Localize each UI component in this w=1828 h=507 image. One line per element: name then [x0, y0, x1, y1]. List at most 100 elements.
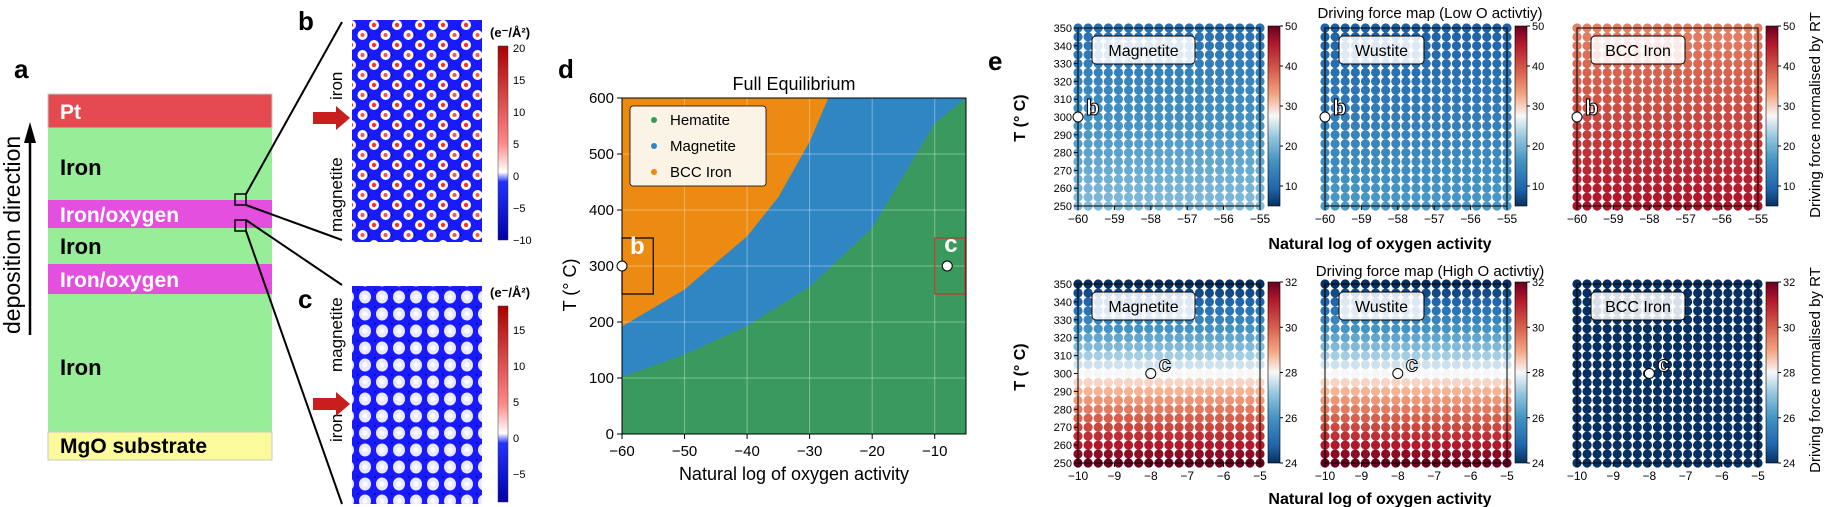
heat-point	[1360, 130, 1371, 140]
heat-point	[1662, 449, 1673, 459]
heat-point	[1144, 440, 1154, 450]
heat-point	[1235, 76, 1245, 86]
heat-point	[1184, 342, 1194, 352]
y-tick-label: 250	[1054, 201, 1072, 213]
heat-point	[1461, 139, 1472, 149]
heat-point	[1245, 449, 1255, 459]
heat-point	[1472, 76, 1482, 86]
heat-point	[1144, 130, 1154, 140]
heat-point	[1441, 174, 1451, 184]
heat-point	[1144, 165, 1154, 175]
heat-point	[1381, 121, 1391, 131]
heat-point	[1592, 94, 1602, 104]
heat-point	[1401, 85, 1411, 95]
marker-label: c	[1657, 352, 1669, 377]
heat-point	[1472, 94, 1482, 104]
heat-point	[1713, 192, 1723, 202]
heat-point	[1370, 130, 1381, 140]
heat-point	[1214, 76, 1225, 86]
heat-point	[1174, 85, 1184, 95]
heat-point	[1612, 156, 1622, 167]
heat-point	[1401, 112, 1411, 122]
heat-point	[1235, 121, 1245, 131]
heat-point	[1123, 386, 1134, 396]
x-tick-label: −5	[1751, 469, 1765, 483]
heat-point	[1652, 130, 1663, 140]
heat-point	[1391, 121, 1401, 131]
heat-point	[1582, 76, 1592, 86]
heat-point	[1652, 395, 1663, 405]
heat-point	[1672, 449, 1683, 459]
heat-point	[1431, 94, 1441, 104]
heat-point	[1204, 297, 1215, 307]
heat-point	[1602, 121, 1612, 131]
stem-image-c	[352, 286, 482, 504]
heat-point	[1441, 288, 1451, 298]
heat-point	[1370, 386, 1381, 396]
heat-point	[1194, 413, 1204, 423]
zoom-line-c-top	[245, 219, 343, 286]
heat-point	[1134, 112, 1144, 122]
heat-point	[1225, 76, 1235, 86]
heat-point	[1652, 183, 1663, 193]
heat-point	[1194, 148, 1204, 158]
heat-point	[1582, 85, 1592, 95]
heat-point	[1743, 165, 1753, 175]
heat-point	[1713, 85, 1723, 95]
heat-point	[1451, 386, 1462, 396]
phase-label: BCC Iron	[1605, 43, 1671, 60]
heat-point	[1184, 165, 1194, 175]
heat-point	[1164, 342, 1174, 352]
heat-point	[1482, 32, 1492, 42]
heat-point	[1401, 395, 1411, 405]
heat-point	[1225, 368, 1235, 379]
heat-point	[1431, 76, 1441, 86]
heat-point	[1582, 192, 1592, 202]
legend-frame	[629, 105, 767, 187]
heat-point	[1093, 183, 1103, 193]
heat-point	[1401, 324, 1411, 334]
heat-point	[1360, 342, 1371, 352]
heat-point	[1245, 288, 1255, 298]
heat-point	[1652, 413, 1663, 423]
heat-point	[1350, 422, 1360, 432]
heat-point	[1592, 156, 1602, 167]
heat-point	[1245, 121, 1255, 131]
heat-point	[1204, 85, 1215, 95]
heat-point	[1441, 413, 1451, 423]
marker-label: b	[1585, 95, 1598, 120]
heat-point	[1733, 351, 1743, 361]
heat-point	[1451, 440, 1462, 450]
heat-point	[1340, 368, 1350, 379]
heat-point	[1723, 386, 1733, 396]
heat-point	[1451, 139, 1462, 149]
colorbar-tick-label: 20	[1783, 141, 1795, 153]
heat-point	[1642, 156, 1652, 167]
heat-point	[1492, 440, 1502, 450]
heat-point	[1214, 59, 1225, 69]
heat-point	[1461, 413, 1472, 423]
heat-point	[1421, 85, 1431, 95]
heat-point	[1134, 359, 1144, 370]
heat-point	[1431, 59, 1441, 69]
y-tick-label: 280	[1054, 148, 1072, 160]
heat-point	[1225, 121, 1235, 131]
heat-point	[1103, 192, 1113, 202]
heat-point	[1154, 386, 1164, 396]
heat-point	[1194, 139, 1204, 149]
heat-point	[1713, 351, 1723, 361]
heat-point	[1431, 342, 1441, 352]
marker-point	[1392, 368, 1404, 379]
heat-point	[1214, 67, 1225, 78]
heat-point	[1194, 192, 1204, 202]
heat-point	[1411, 395, 1421, 405]
heat-point	[1582, 130, 1592, 140]
heat-point	[1370, 449, 1381, 459]
heat-point	[1622, 386, 1632, 396]
marker-b-label: b	[630, 233, 645, 260]
heat-point	[1381, 449, 1391, 459]
heat-point	[1370, 174, 1381, 184]
heat-point	[1441, 342, 1451, 352]
heat-point	[1713, 386, 1723, 396]
heat-point	[1612, 192, 1622, 202]
